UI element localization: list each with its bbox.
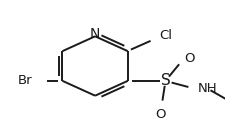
Text: O: O [155,108,165,121]
Text: S: S [160,73,170,88]
Text: O: O [184,52,194,65]
Text: NH: NH [196,82,216,95]
Text: N: N [90,27,100,41]
Text: Br: Br [18,74,32,87]
Text: Cl: Cl [159,29,172,42]
